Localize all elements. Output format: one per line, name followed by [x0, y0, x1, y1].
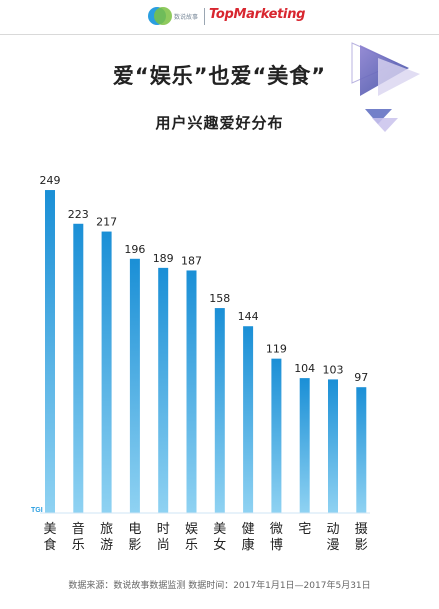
bar-6 [214, 308, 225, 513]
bar-value-label: 196 [124, 243, 145, 256]
category-tick-label: 女 [213, 537, 226, 553]
bar-11 [356, 387, 367, 513]
decorative-triangles [351, 42, 420, 132]
category-tick-label: 微 [270, 522, 283, 537]
category-tick-label: 时 [157, 522, 170, 537]
category-tick-label: 博 [270, 538, 283, 553]
category-tick-label: 乐 [185, 538, 198, 553]
category-tick-label: 娱 [185, 522, 198, 537]
bar-4 [158, 267, 169, 513]
bar-value-label: 103 [323, 363, 344, 376]
bar-3 [129, 258, 140, 513]
bar-10 [328, 379, 338, 513]
bar-5 [186, 270, 197, 513]
bar-value-label: 158 [209, 292, 230, 305]
category-tick-label: 旅 [100, 522, 113, 537]
category-tick-label: 宅 [298, 522, 311, 537]
category-tick-label: 电 [128, 522, 141, 537]
chart-subtitle: 用户兴趣爱好分布 [155, 114, 284, 132]
bar-9 [299, 378, 310, 513]
category-tick-label: 影 [355, 538, 368, 553]
bar-2 [101, 231, 112, 513]
footer-source: 数据来源：数说故事数据监测 数据时间：2017年1月1日—2017年5月31日 [68, 581, 371, 591]
category-tick-label: 影 [128, 538, 141, 553]
y-axis-label: TGI [31, 507, 43, 514]
category-tick-label: 摄 [355, 522, 368, 537]
bar-value-label: 223 [68, 208, 89, 221]
bar-value-label: 187 [181, 254, 202, 267]
decor-triangle-small-light [372, 118, 398, 132]
bar-value-label: 119 [266, 343, 287, 356]
category-tick-label: 食 [43, 537, 56, 553]
bar-8 [271, 358, 282, 513]
bar-value-label: 217 [96, 216, 117, 229]
category-tick-label: 康 [242, 537, 255, 553]
brand-subtitle: 数说故事 [174, 14, 199, 21]
bar-value-label: 144 [238, 310, 259, 323]
bar-value-label: 97 [354, 371, 368, 384]
category-tick-label: 游 [100, 538, 113, 553]
category-tick-label: 动 [326, 522, 339, 537]
bar-1 [73, 223, 84, 514]
category-tick-label: 健 [242, 522, 255, 537]
logo-divider [204, 8, 205, 25]
category-tick-label: 美 [213, 522, 226, 537]
category-tick-label: 美 [43, 522, 56, 537]
category-tick-label: 漫 [326, 538, 339, 553]
bar-value-label: 104 [294, 362, 315, 375]
bar-value-label: 189 [153, 252, 174, 265]
bar-value-label: 249 [40, 174, 61, 187]
bar-0 [45, 190, 55, 513]
decor-triangle-small [365, 109, 392, 124]
category-tick-label: 尚 [157, 538, 170, 553]
header-logos: 数说故事 TopMarketing [0, 0, 439, 34]
brand-logo-icon [148, 7, 172, 25]
page-title: 爱“娱乐”也爱“美食” [112, 64, 327, 88]
decor-triangle-light [378, 58, 420, 96]
category-tick-label: 音 [72, 521, 85, 537]
category-tick-label: 乐 [72, 538, 85, 553]
topmarketing-logo: TopMarketing [209, 7, 306, 22]
header-divider [0, 34, 439, 35]
bar-7 [243, 326, 254, 513]
